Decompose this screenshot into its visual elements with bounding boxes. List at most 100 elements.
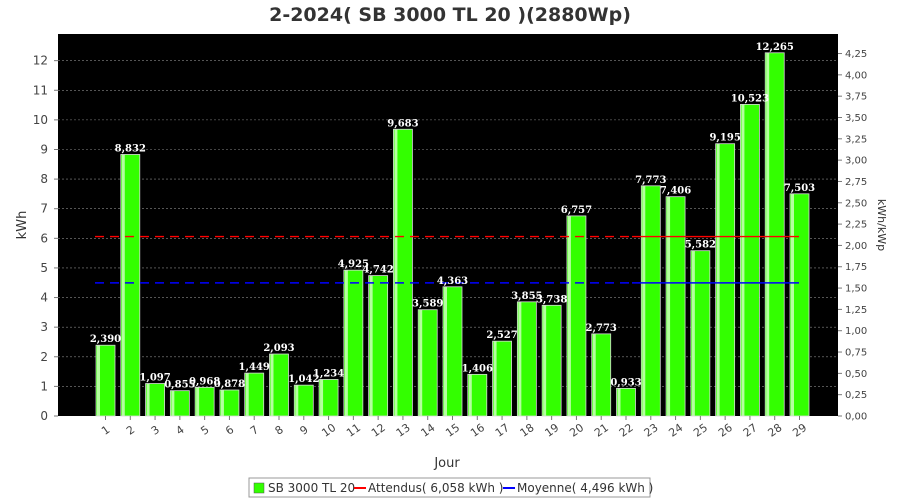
bar-highlight [344,270,348,416]
bar [740,103,760,417]
bar-highlight [171,390,175,416]
x-tick-label: 23 [642,421,661,440]
bar [343,269,364,417]
x-axis-label: Jour [433,456,460,471]
bar [566,215,587,417]
bar [244,372,265,417]
bar-fill [566,215,586,416]
y-tick-label: 4 [40,291,48,305]
data-label: 12,265 [756,42,794,53]
bar-fill [740,104,760,417]
data-label: 1,097 [139,373,170,384]
x-tick-label: 25 [691,421,710,440]
data-label: 0,878 [214,379,245,390]
bar-highlight [592,333,596,416]
bar-fill [666,196,686,416]
bar [145,383,165,417]
legend: SB 3000 TL 20 Attendus( 6,058 kWh ) Moye… [248,477,653,498]
bar [541,304,562,417]
bar-fill [96,345,115,416]
bar-fill [467,374,487,416]
bar-fill [393,129,413,416]
bar-highlight [543,305,547,416]
data-label: 7,773 [635,175,666,186]
bar-fill [418,309,438,416]
bar [492,340,512,417]
x-tick-label: 16 [468,421,487,440]
data-label: 4,363 [437,276,468,287]
data-label: 9,195 [709,133,740,144]
x-tick-label: 22 [617,421,636,440]
bar-fill [517,301,537,416]
x-tick-label: 24 [666,421,685,440]
data-label: 6,757 [561,205,592,216]
bar-highlight [146,383,150,416]
bar-highlight [270,354,274,416]
y2-axis-ticks: 0,00 0,25 0,50 0,75 1,00 1,25 1,50 1,75 2,00 2,25… [838,49,867,423]
x-tick-label: 3 [149,423,162,438]
y2-tick-label: 1,50 [845,284,867,295]
bar-highlight [295,385,299,416]
data-label: 4,742 [362,265,393,276]
y-tick-label: 2 [40,350,48,364]
y2-tick-label: 2,00 [845,241,867,252]
bar [368,275,389,417]
y2-tick-label: 0,50 [845,369,867,380]
y2-tick-label: 2,50 [845,198,867,209]
y2-tick-label: 1,25 [845,305,867,316]
bar [467,373,488,417]
legend-label-average: Moyenne( 4,496 kWh ) [517,481,653,495]
bar-fill [294,385,314,416]
x-tick-label: 21 [592,421,611,440]
data-label: 1,406 [462,363,493,374]
y-tick-label: 12 [33,54,48,68]
y-tick-label: 11 [33,83,48,97]
data-label: 8,832 [115,143,146,154]
bar [690,250,711,417]
data-label: 4,925 [338,259,369,270]
x-tick-label: 5 [198,423,211,438]
bar-highlight [245,373,249,416]
x-tick-label: 6 [223,423,236,438]
bar-fill [120,154,140,416]
bar-highlight [419,309,423,416]
y2-tick-label: 1,75 [845,262,867,273]
bar-fill [492,341,512,416]
bar-highlight [766,52,770,417]
data-label: 2,093 [263,343,294,354]
bar-fill [269,354,289,416]
bar [393,128,413,417]
bar [616,387,636,417]
x-tick-label: 13 [394,421,413,440]
bar-fill [542,305,562,416]
bar [516,301,537,417]
y2-tick-label: 1,00 [845,326,867,337]
y2-tick-label: 0,25 [845,390,867,401]
bar-highlight [567,215,571,416]
data-label: 0,968 [189,376,220,387]
bar-fill [145,383,165,416]
data-label: 3,738 [536,294,567,305]
legend-label-expected: Attendus( 6,058 kWh ) [368,481,503,495]
x-tick-label: 28 [766,421,785,440]
bar [591,333,612,417]
x-tick-label: 15 [443,421,462,440]
x-tick-label: 18 [518,421,537,440]
bar [640,185,661,417]
x-tick-label: 29 [790,421,809,440]
data-label: 1,449 [239,362,270,373]
bar-highlight [791,193,794,416]
x-tick-label: 7 [248,423,261,438]
bar [417,309,438,417]
bar-fill [591,333,611,416]
bar-highlight [617,388,621,416]
bar-highlight [121,154,125,416]
bar-highlight [642,185,646,416]
x-tick-label: 2 [124,423,137,438]
x-tick-label: 11 [344,421,363,440]
y-axis-label: kWh [15,211,30,240]
bar-highlight [741,104,745,417]
data-label: 9,683 [387,118,418,129]
bar-highlight [667,196,671,416]
